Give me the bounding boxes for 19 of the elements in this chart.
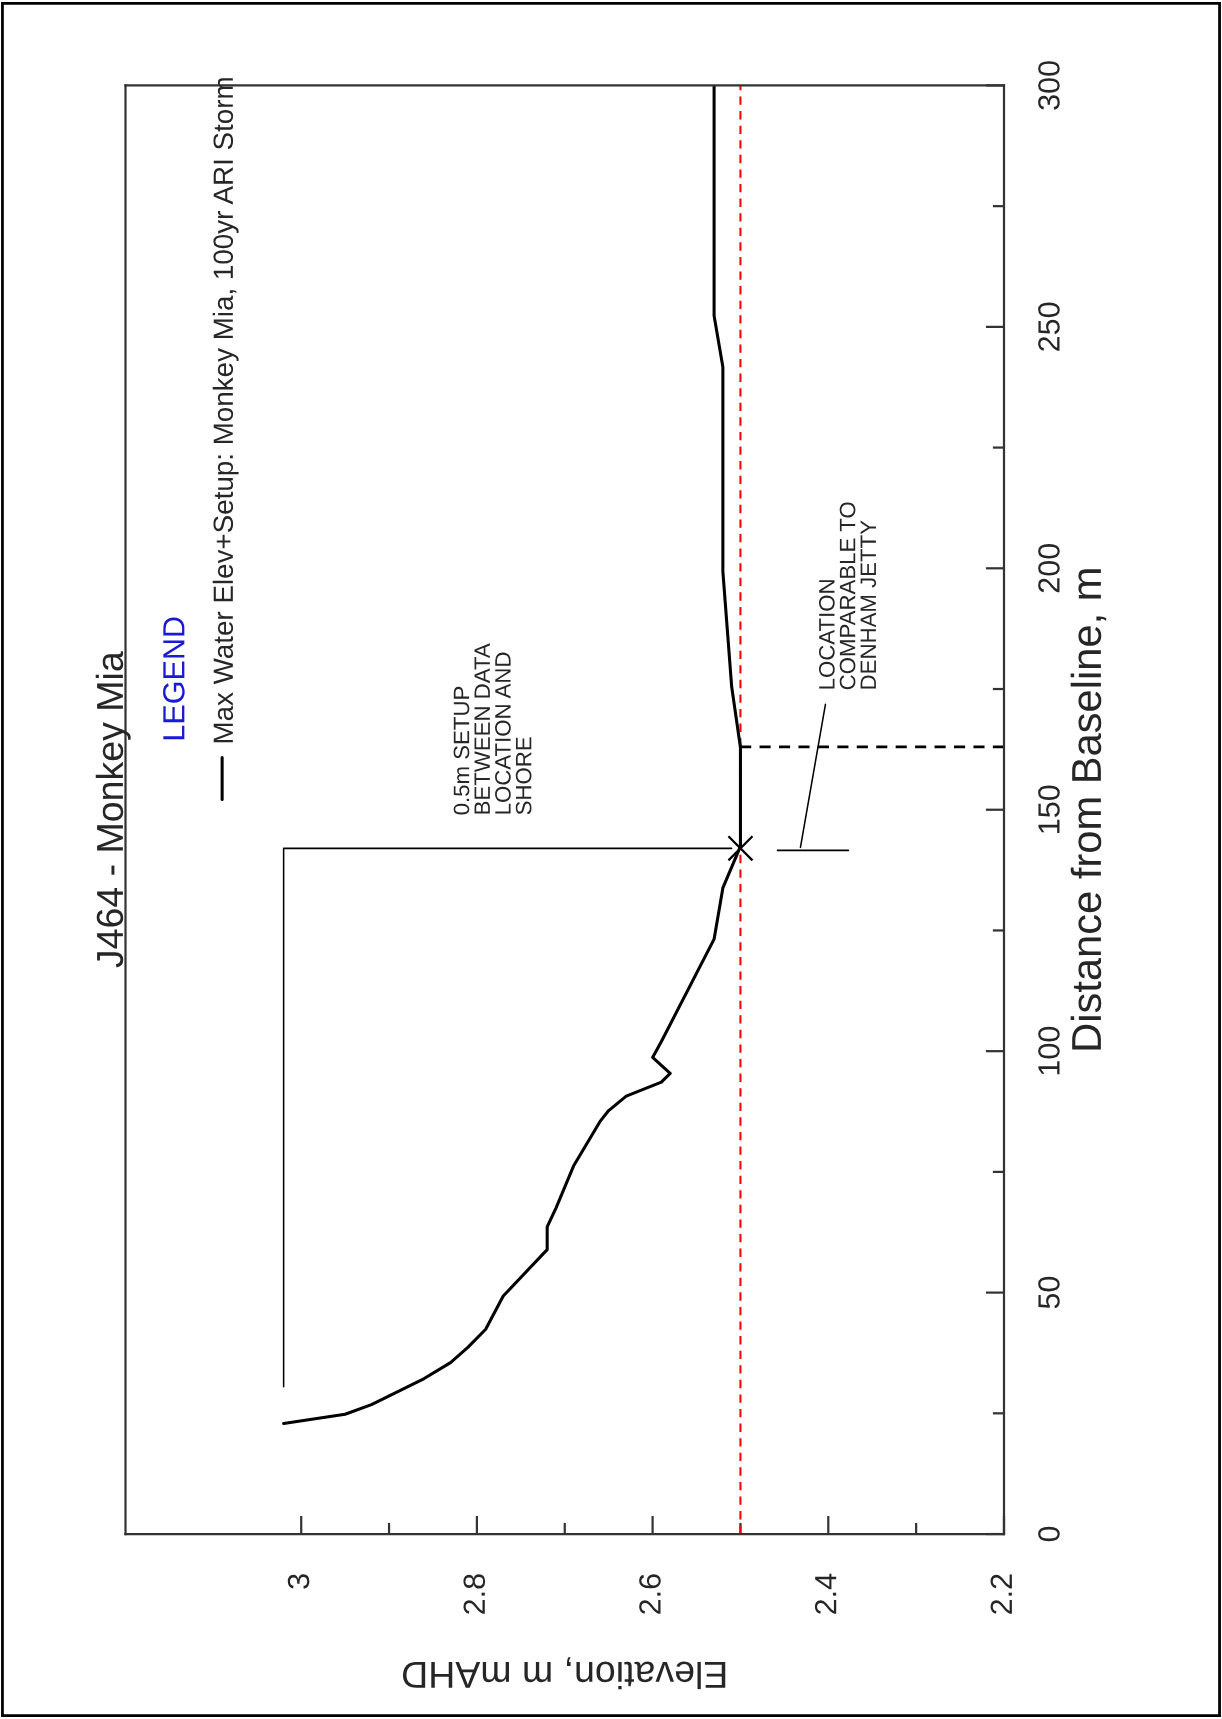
x-tick-label: 2.2 (990, 1574, 1012, 1614)
x-tick-label: 3 (287, 1574, 310, 1589)
x-tick-label: 2.8 (463, 1574, 486, 1614)
legend-title: LEGEND (163, 617, 185, 740)
x-axis-title: Elevation, m mAHD (402, 1657, 726, 1690)
y-tick-label: 0 (1038, 1526, 1060, 1542)
text: Max Water Elev+Setup: Monkey Mia, 100yr ARI Storm (212, 78, 239, 743)
y-tick-label: 150 (1038, 785, 1060, 833)
y-tick-label: 100 (1038, 1026, 1060, 1075)
y-tick-label: 250 (1038, 302, 1060, 351)
y-tick-label: 300 (1038, 61, 1060, 110)
y-tick-label: 50 (1038, 1276, 1060, 1309)
annotation: LOCATION COMPARABLE TO DENHAM JETTY (818, 502, 877, 690)
text: J464 - Monkey Mia (95, 651, 131, 968)
x-tick-label: 2.6 (639, 1574, 661, 1614)
annotation: 0.5m SETUP BETWEEN DATA LOCATION AND SHORE (453, 643, 532, 815)
y-tick-label: 200 (1038, 544, 1060, 593)
x-tick-label: 2.4 (814, 1573, 837, 1614)
y-axis-title: Distance from Baseline, m (1070, 569, 1107, 1050)
